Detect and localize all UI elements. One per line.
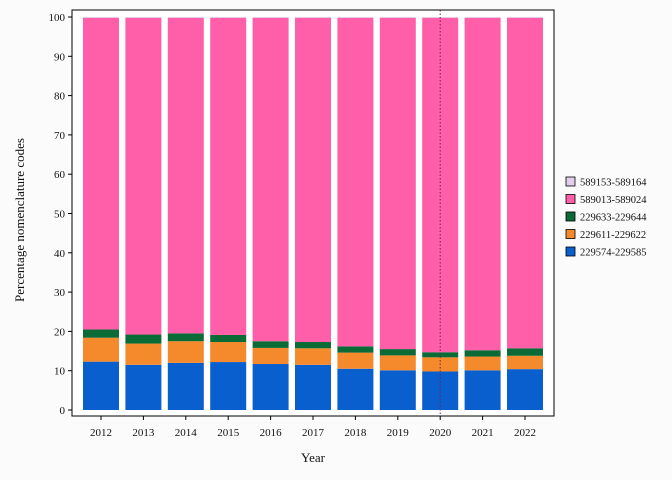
bars-layer [83, 10, 543, 416]
x-tick-label: 2020 [429, 427, 452, 439]
y-tick-label: 10 [54, 366, 66, 378]
bar-segment [125, 334, 162, 344]
legend-swatch [565, 211, 576, 222]
bar-segment [125, 343, 162, 365]
bar-segment [252, 341, 289, 348]
bar-segment [507, 17, 543, 349]
bar-segment [337, 17, 374, 347]
y-tick-label: 70 [54, 130, 66, 142]
y-tick-label: 80 [54, 91, 66, 103]
bar-segment [337, 352, 374, 369]
bar-segment [210, 342, 247, 363]
x-tick-label: 2016 [260, 427, 283, 439]
x-tick-label: 2018 [344, 427, 367, 439]
bar-segment [167, 17, 204, 334]
bar-segment [125, 17, 162, 18]
bar-segment [507, 348, 543, 356]
bar-segment [83, 361, 119, 410]
y-tick-label: 40 [54, 248, 66, 260]
bar-segment [379, 370, 416, 410]
y-tick-label: 60 [54, 169, 66, 181]
bar-segment [507, 355, 543, 370]
bar-segment [379, 17, 416, 350]
bar-segment [210, 17, 247, 335]
bar-segment [379, 355, 416, 371]
bar-segment [295, 348, 331, 365]
x-tick-label: 2021 [472, 427, 494, 439]
bar-segment [464, 17, 501, 18]
legend-swatch [565, 246, 576, 257]
y-tick-label: 90 [54, 51, 66, 63]
legend-swatch [565, 176, 576, 187]
bar-segment [295, 364, 331, 410]
bar-segment [379, 349, 416, 356]
bar-segment [422, 371, 459, 410]
bar-segment [210, 334, 247, 343]
legend-label: 229633-229644 [580, 213, 647, 224]
x-tick-label: 2015 [217, 427, 240, 439]
bar-segment [379, 17, 416, 18]
bar-segment [337, 368, 374, 410]
bar-segment [507, 369, 543, 410]
bar-segment [464, 370, 501, 410]
x-tick-label: 2022 [514, 427, 536, 439]
bar-segment [464, 17, 501, 351]
bar-segment [125, 364, 162, 410]
y-tick-label: 30 [54, 287, 66, 299]
bar-segment [167, 17, 204, 18]
bar-segment [252, 364, 289, 410]
y-tick-label: 0 [60, 405, 66, 417]
x-tick-label: 2017 [302, 427, 325, 439]
bar-segment [167, 341, 204, 363]
bar-segment [295, 342, 331, 349]
bar-segment [295, 17, 331, 18]
legend-swatch [565, 229, 576, 239]
bar-segment [210, 17, 247, 18]
bar-segment [167, 333, 204, 342]
x-tick-label: 2013 [132, 427, 155, 439]
bar-segment [83, 17, 119, 18]
bar-segment [83, 329, 119, 338]
bar-segment [83, 17, 119, 330]
x-tick-label: 2012 [90, 427, 112, 439]
x-tick-label: 2014 [175, 427, 198, 439]
bar-segment [167, 362, 204, 410]
y-tick-label: 50 [54, 209, 66, 221]
bar-segment [252, 347, 289, 365]
bar-segment [464, 350, 501, 357]
bar-segment [125, 17, 162, 335]
bar-segment [422, 352, 459, 358]
legend-swatch [565, 194, 576, 204]
x-tick-label: 2019 [387, 427, 410, 439]
legend-label: 589153-589164 [580, 178, 647, 189]
legend-label: 229574-229585 [580, 248, 647, 259]
legend-label: 589013-589024 [580, 195, 647, 206]
legend-label: 229611-229622 [580, 230, 646, 241]
bar-segment [337, 17, 374, 18]
bar-segment [252, 17, 289, 18]
axes-layer: 0 10 20 30 40 50 60 70 80 90 100 2012 2013 2014 2015 20… [49, 9, 555, 439]
bar-segment [337, 346, 374, 353]
y-axis-title: Percentage nomenclature codes [12, 138, 27, 302]
legend: 589153-589164 589013-589024 229633-229644 2… [565, 176, 647, 259]
y-tick-label: 20 [54, 326, 66, 338]
x-axis-title: Year [301, 450, 326, 465]
bar-segment [507, 17, 543, 18]
bar-segment [295, 17, 331, 343]
bar-segment [210, 362, 247, 410]
bar-segment [83, 337, 119, 362]
bar-segment [464, 356, 501, 371]
y-tick-label: 100 [49, 12, 66, 24]
bar-segment [252, 17, 289, 342]
